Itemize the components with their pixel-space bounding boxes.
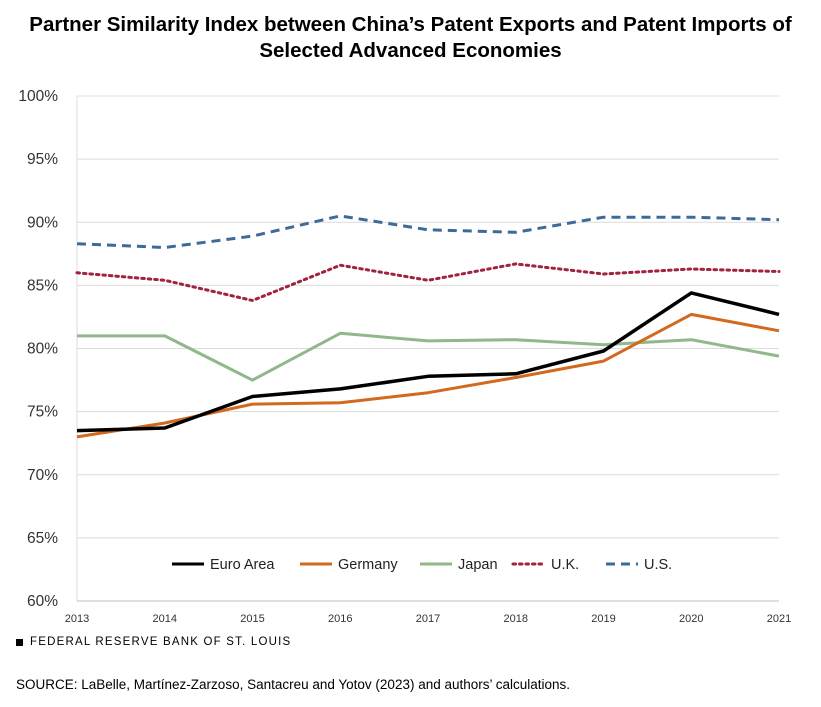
x-tick-label: 2015 xyxy=(240,613,264,625)
y-tick-label: 90% xyxy=(27,214,58,231)
chart-title-line-2: Selected Advanced Economies xyxy=(259,39,562,62)
x-tick-label: 2018 xyxy=(504,613,528,625)
y-tick-label: 60% xyxy=(27,593,58,610)
footer-brand-text: FEDERAL RESERVE BANK OF ST. LOUIS xyxy=(30,636,292,648)
series-line-japan xyxy=(77,331,780,382)
chart-title: Partner Similarity Index between China’s… xyxy=(0,12,821,64)
x-tick-label: 2013 xyxy=(65,613,89,625)
legend-label: Germany xyxy=(338,557,398,573)
brand-square-icon xyxy=(16,638,23,646)
y-tick-label: 65% xyxy=(27,530,58,547)
series-line-u-k xyxy=(75,262,781,302)
legend-label: U.S. xyxy=(644,557,672,573)
y-tick-label: 85% xyxy=(27,277,58,294)
y-tick-label: 95% xyxy=(27,151,58,168)
chart-title-line-1: Partner Similarity Index between China’s… xyxy=(29,13,792,36)
footer-brand: FEDERAL RESERVE BANK OF ST. LOUIS xyxy=(16,636,291,648)
source-note: SOURCE: LaBelle, Martínez-Zarzoso, Santa… xyxy=(16,677,571,692)
x-tick-label: 2019 xyxy=(591,613,615,625)
y-tick-label: 70% xyxy=(27,467,58,484)
legend-label: U.K. xyxy=(551,557,579,573)
series-line-euro-area xyxy=(76,291,780,433)
series-line-u-s xyxy=(76,214,780,249)
y-tick-label: 80% xyxy=(27,341,58,358)
x-tick-label: 2017 xyxy=(416,613,440,625)
x-tick-label: 2021 xyxy=(767,613,791,625)
x-tick-label: 2016 xyxy=(328,613,352,625)
legend-label: Japan xyxy=(458,557,498,573)
x-tick-label: 2020 xyxy=(679,613,703,625)
legend-label: Euro Area xyxy=(210,557,275,573)
x-tick-label: 2014 xyxy=(153,613,177,625)
y-tick-label: 100% xyxy=(18,88,58,105)
y-tick-label: 75% xyxy=(27,404,58,421)
